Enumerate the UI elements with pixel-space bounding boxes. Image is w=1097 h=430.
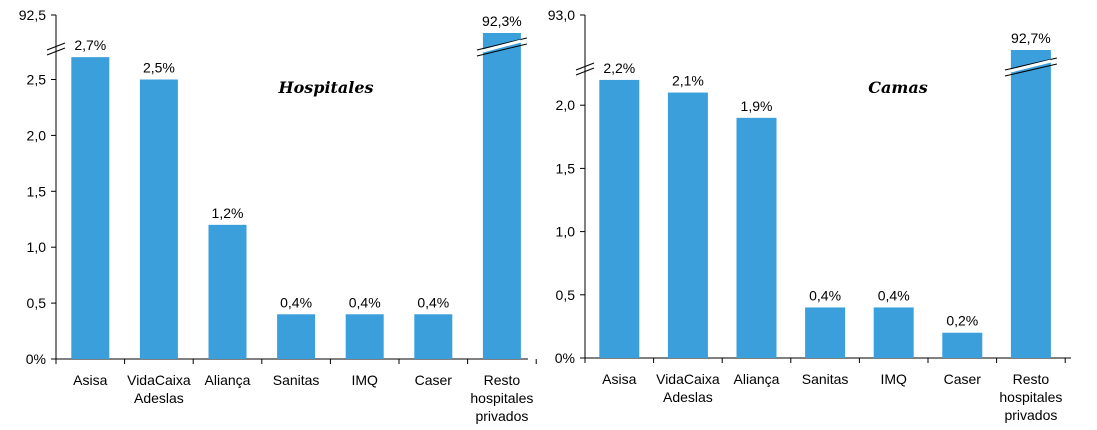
- hospitales-y-tick-label: 0,5: [27, 295, 47, 311]
- hospitales-data-label: 0,4%: [349, 294, 381, 310]
- hospitales-bar: [71, 57, 110, 359]
- camas-axis-break-mark: [575, 62, 595, 71]
- camas-data-label: 0,2%: [946, 313, 978, 329]
- camas-data-label: 92,7%: [1011, 30, 1051, 46]
- camas-category-label: Aliança: [734, 371, 780, 387]
- camas-category-label: hospitales: [999, 389, 1062, 405]
- hospitales-category-label: IMQ: [351, 372, 378, 388]
- camas-bar: [1010, 50, 1051, 358]
- hospitales-bar: [277, 314, 316, 359]
- hospitales-data-label: 0,4%: [417, 294, 449, 310]
- camas-bar: [942, 332, 983, 358]
- hospitales-axis-break-mark: [46, 42, 66, 51]
- hospitales-category-label: Sanitas: [273, 372, 320, 388]
- camas-y-tick-label: 1,0: [556, 224, 576, 240]
- camas-data-label: 0,4%: [809, 287, 841, 303]
- camas-category-label: IMQ: [880, 371, 907, 387]
- hospitales-y-tick-label: 1,0: [27, 239, 47, 255]
- camas-category-label: VidaCaixa: [656, 371, 720, 387]
- hospitales-bar: [208, 224, 247, 359]
- hospitales-data-label: 2,5%: [143, 60, 175, 76]
- camas-data-label: 0,4%: [878, 287, 910, 303]
- camas-y-tick-label: 2,0: [556, 97, 576, 113]
- hospitales-category-label: Aliança: [205, 372, 251, 388]
- hospitales-data-label: 0,4%: [280, 294, 312, 310]
- hospitales-category-label: Asisa: [73, 372, 107, 388]
- camas-category-label: Adeslas: [663, 389, 713, 405]
- hospitales-y-tick-label: 2,0: [27, 127, 47, 143]
- camas-y-top-label: 93,0: [548, 7, 575, 23]
- camas-y-tick-label: 0,5: [556, 287, 576, 303]
- camas-bar-break-gap: [1010, 59, 1052, 73]
- hospitales-bar-break-gap: [482, 39, 522, 53]
- hospitales-bar: [139, 79, 178, 359]
- hospitales-axis-break-mark: [46, 47, 66, 56]
- hospitales-bar: [345, 314, 384, 359]
- camas-category-label: Asisa: [602, 371, 636, 387]
- hospitales-category-label: privados: [475, 408, 528, 424]
- camas-y-tick-label: 0%: [555, 350, 575, 366]
- camas-data-label: 1,9%: [741, 98, 773, 114]
- camas-data-label: 2,1%: [672, 73, 704, 89]
- hospitales-data-label: 2,7%: [74, 37, 106, 53]
- hospitales-category-label: Resto: [484, 372, 521, 388]
- hospitales-y-tick-label: 1,5: [27, 183, 47, 199]
- camas-bar: [805, 307, 846, 358]
- hospitales-data-label: 92,3%: [482, 13, 522, 29]
- hospitales-bar-break-mark: [476, 43, 528, 57]
- camas-category-label: Sanitas: [802, 371, 849, 387]
- camas-chart-title: Camas: [868, 78, 927, 97]
- hospitales-y-top-label: 92,5: [19, 7, 46, 23]
- hospitales-bar-break-mark: [476, 37, 528, 51]
- hospitales-y-tick-label: 0%: [26, 351, 46, 367]
- camas-y-tick-label: 1,5: [556, 160, 576, 176]
- camas-category-label: Caser: [944, 371, 982, 387]
- hospitales-y-tick-label: 2,5: [27, 72, 47, 88]
- hospitales-category-label: Adeslas: [134, 390, 184, 406]
- camas-bar-break-mark: [1004, 57, 1058, 71]
- hospitales-category-label: Caser: [415, 372, 453, 388]
- camas-bar: [599, 79, 640, 359]
- camas-bar: [667, 92, 708, 358]
- camas-category-label: privados: [1004, 407, 1057, 423]
- hospitales-category-label: VidaCaixa: [127, 372, 191, 388]
- camas-data-label: 2,2%: [603, 60, 635, 76]
- hospitales-chart-title: Hospitales: [277, 78, 373, 97]
- hospitales-category-label: hospitales: [470, 390, 533, 406]
- camas-axis-break-mark: [575, 67, 595, 76]
- hospitales-data-label: 1,2%: [212, 205, 244, 221]
- camas-category-label: Resto: [1013, 371, 1050, 387]
- camas-bar: [736, 117, 777, 358]
- hospitales-bar: [482, 33, 521, 359]
- camas-bar-break-mark: [1004, 63, 1058, 77]
- hospitales-bar: [414, 314, 453, 359]
- camas-bar: [873, 307, 914, 358]
